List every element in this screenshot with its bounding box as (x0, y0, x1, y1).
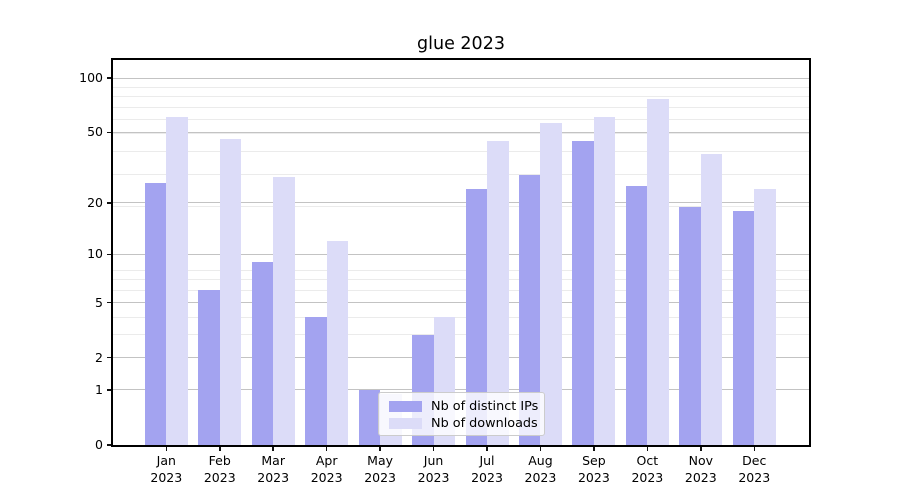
y-tick-mark (107, 131, 111, 134)
major-gridline (113, 202, 809, 204)
minor-gridline (113, 316, 809, 318)
x-tick-label: Nov 2023 (684, 453, 717, 485)
y-tick-label: 50 (87, 124, 103, 140)
x-tick-mark (432, 447, 435, 451)
major-gridline (113, 253, 809, 255)
x-tick-mark (165, 447, 168, 451)
legend-swatch-downloads (389, 418, 422, 429)
minor-gridline (113, 269, 809, 271)
y-tick-mark (107, 301, 111, 304)
bar-may-distinct-ips (358, 389, 381, 445)
legend-swatch-distinct-ips (389, 401, 422, 412)
minor-gridline (113, 279, 809, 281)
y-tick-label: 0 (95, 437, 103, 452)
bar-oct-downloads (647, 98, 669, 445)
y-tick-label: 1 (95, 381, 103, 397)
x-tick-label: Jun 2023 (417, 453, 450, 485)
major-gridline (113, 131, 809, 133)
chart-title: glue 2023 (417, 34, 505, 54)
bar-aug-downloads (540, 123, 562, 445)
legend-item-distinct-ips: Nb of distinct IPs (389, 398, 539, 415)
x-tick-mark (379, 447, 381, 451)
y-tick-mark (107, 77, 111, 79)
minor-gridline (113, 289, 809, 291)
legend-item-downloads: Nb of downloads (389, 415, 538, 432)
x-tick-label: May 2023 (364, 453, 396, 485)
x-tick-label: Oct 2023 (631, 453, 664, 485)
minor-gridline (113, 96, 809, 98)
x-tick-mark (700, 447, 702, 451)
bar-dec-downloads (754, 189, 776, 445)
bar-nov-distinct-ips (679, 206, 701, 445)
minor-gridline (113, 106, 809, 108)
bar-nov-downloads (700, 153, 723, 445)
plot-area (111, 58, 811, 447)
bar-aug-distinct-ips (518, 174, 541, 445)
x-tick-label: Jan 2023 (150, 453, 183, 485)
y-tick-mark (107, 444, 111, 446)
x-tick-label: Mar 2023 (257, 453, 290, 485)
legend-label-downloads: Nb of downloads (431, 416, 538, 431)
bar-jul-downloads (487, 140, 509, 445)
bar-apr-downloads (326, 241, 349, 445)
x-tick-mark (486, 447, 488, 451)
y-tick-label: 2 (95, 349, 103, 365)
y-tick-label: 5 (95, 294, 103, 310)
major-gridline (113, 302, 809, 304)
y-tick-label: 20 (87, 194, 103, 210)
x-tick-mark (646, 447, 649, 451)
y-tick-mark (107, 202, 111, 204)
bar-feb-distinct-ips (198, 290, 220, 445)
y-tick-label: 10 (87, 246, 103, 262)
bar-oct-distinct-ips (625, 185, 648, 445)
y-tick-mark (107, 253, 111, 256)
plot-canvas (113, 60, 809, 445)
bar-jan-distinct-ips (144, 182, 167, 445)
bar-jul-distinct-ips (465, 189, 487, 445)
y-tick-mark (107, 389, 111, 391)
minor-gridline (113, 174, 809, 176)
bar-apr-distinct-ips (305, 317, 327, 445)
x-tick-mark (219, 447, 221, 451)
x-tick-mark (325, 447, 328, 451)
bar-mar-distinct-ips (251, 261, 274, 445)
x-tick-mark (593, 447, 595, 451)
bar-sep-downloads (593, 116, 616, 445)
minor-gridline (113, 206, 809, 208)
bar-mar-downloads (273, 177, 295, 445)
y-tick-label: 100 (79, 70, 103, 85)
minor-gridline (113, 86, 809, 88)
minor-gridline (113, 133, 809, 135)
x-tick-label: Jul 2023 (471, 453, 503, 485)
x-tick-mark (753, 447, 755, 451)
x-tick-label: Feb 2023 (203, 453, 236, 485)
major-gridline (113, 357, 809, 359)
legend: Nb of distinct IPs Nb of downloads (378, 392, 545, 436)
minor-gridline (113, 118, 809, 120)
x-tick-label: Sep 2023 (577, 453, 610, 485)
x-tick-label: Apr 2023 (310, 453, 343, 485)
minor-gridline (113, 334, 809, 336)
bar-jan-downloads (166, 116, 188, 445)
x-tick-label: Aug 2023 (524, 453, 557, 485)
bar-sep-distinct-ips (572, 140, 594, 445)
bar-feb-downloads (219, 138, 242, 445)
major-gridline (113, 77, 809, 79)
bar-dec-distinct-ips (732, 210, 755, 445)
minor-gridline (113, 151, 809, 153)
x-tick-label: Dec 2023 (738, 453, 771, 485)
y-tick-mark (107, 356, 111, 359)
legend-label-distinct-ips: Nb of distinct IPs (431, 399, 539, 414)
x-tick-mark (539, 447, 542, 451)
x-tick-mark (272, 447, 274, 451)
major-gridline (113, 389, 809, 391)
